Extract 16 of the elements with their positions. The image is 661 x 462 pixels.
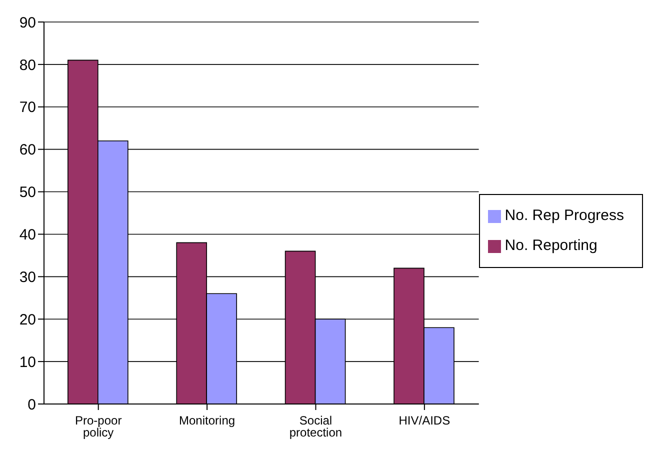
y-tick-label: 50 bbox=[19, 184, 36, 202]
legend-label: No. Reporting bbox=[504, 237, 598, 254]
y-tick-label: 80 bbox=[19, 56, 36, 74]
y-tick-label: 30 bbox=[19, 268, 36, 286]
y-tick-label: 40 bbox=[19, 226, 36, 244]
y-tick-label: 60 bbox=[19, 142, 36, 159]
legend-label: No. Rep Progress bbox=[504, 207, 624, 224]
y-tick-label: 90 bbox=[19, 14, 36, 32]
x-tick-label: HIV/AIDS bbox=[398, 414, 450, 428]
x-tick-label: Pro-poor policy bbox=[75, 414, 122, 440]
x-tick-label: Social protection bbox=[289, 414, 342, 440]
y-tick-label: 10 bbox=[19, 354, 36, 371]
y-tick-label: 0 bbox=[28, 396, 36, 414]
x-tick-label: Monitoring bbox=[179, 414, 236, 428]
y-tick-label: 20 bbox=[19, 311, 36, 328]
y-tick-label: 70 bbox=[19, 99, 36, 116]
